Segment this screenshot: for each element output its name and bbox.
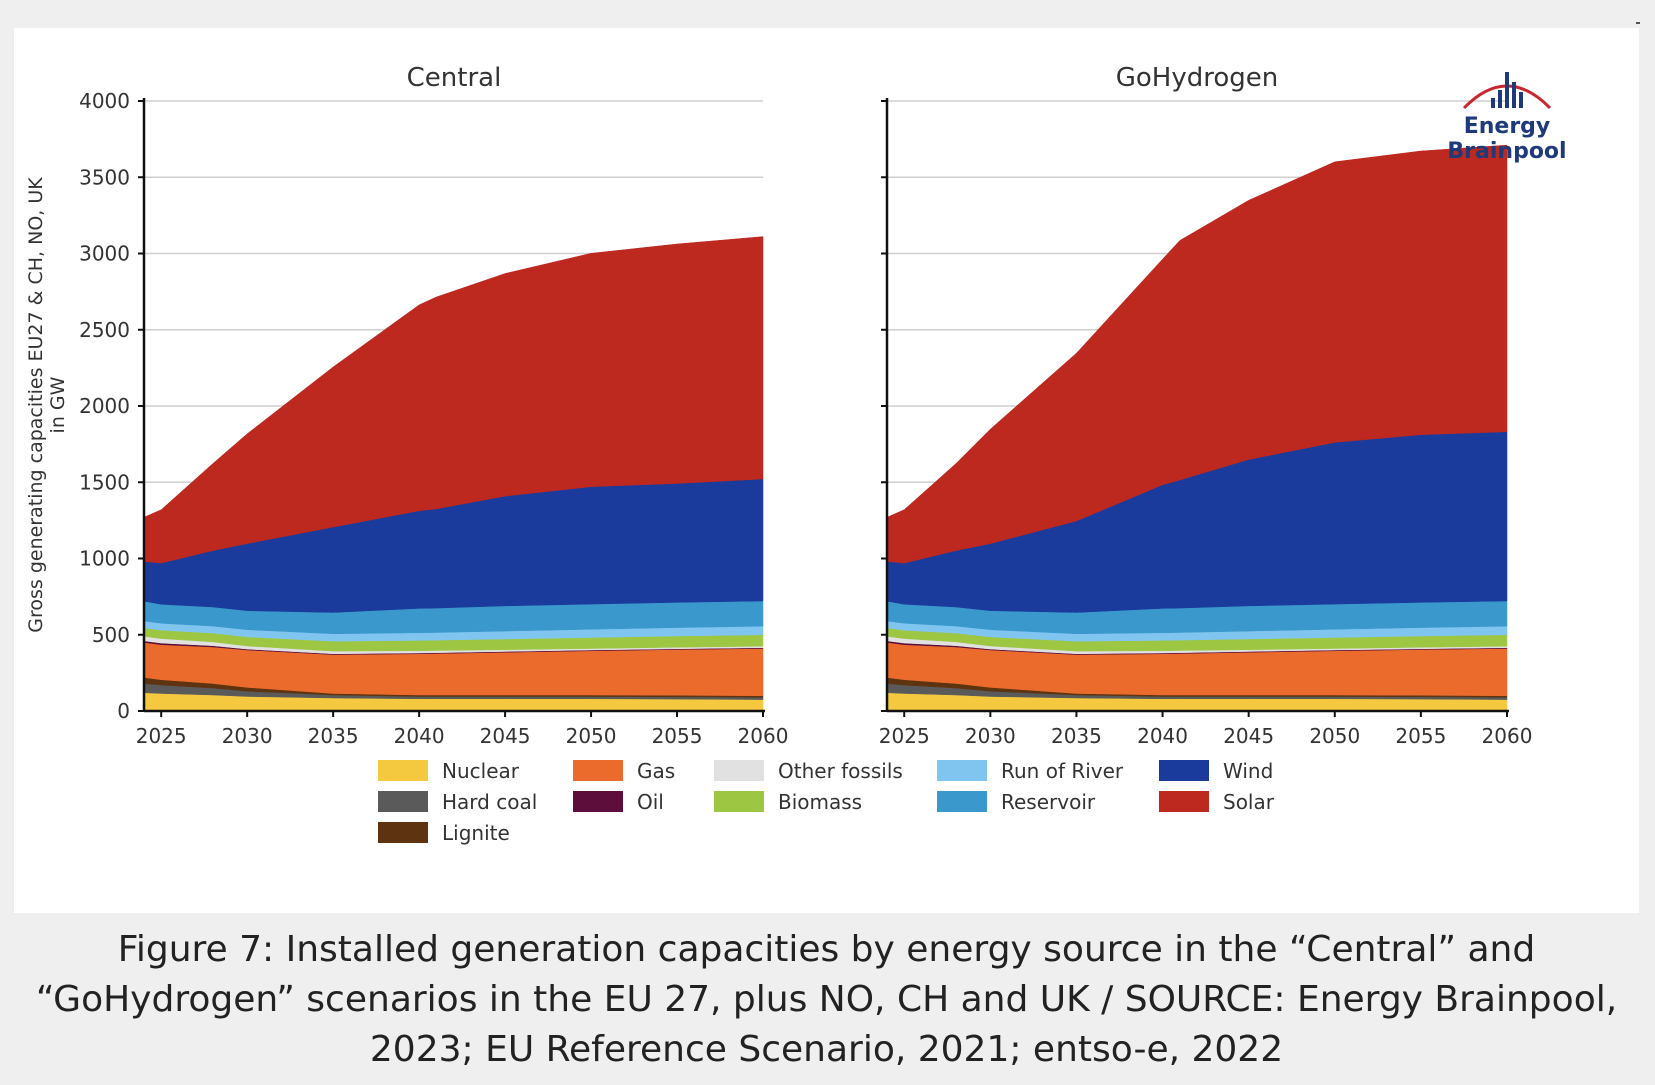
- legend-item-biomass: Biomass: [714, 790, 862, 814]
- legend-item-reservoir: Reservoir: [937, 790, 1096, 814]
- legend-label-gas: Gas: [637, 759, 675, 783]
- legend-label-hard-coal: Hard coal: [442, 790, 537, 814]
- legend-swatch-reservoir: [937, 791, 987, 812]
- legend-item-run-of-river: Run of River: [937, 759, 1124, 783]
- y-tick-label: 0: [117, 699, 130, 723]
- x-tick-label: 2050: [566, 724, 617, 748]
- figure-panel: 0 500 1000 1500 2000 2500 3000 3500 4000 2025 2030…: [14, 28, 1639, 913]
- x-tick-label: 2050: [1309, 724, 1360, 748]
- x-tick-label: 2060: [1482, 724, 1533, 748]
- y-tick-label: 3000: [79, 242, 130, 266]
- legend-swatch-lignite: [378, 822, 428, 843]
- legend-item-oil: Oil: [573, 790, 664, 814]
- legend-item-nuclear: Nuclear: [378, 759, 520, 783]
- legend-item-solar: Solar: [1159, 790, 1275, 814]
- chart-panel-2: 2025 2030 2035 2040 2045 2050 2055 2060 GoHydrog…: [879, 63, 1533, 748]
- legend-item-hard-coal: Hard coal: [378, 790, 537, 814]
- legend-swatch-gas: [573, 760, 623, 781]
- legend-item-gas: Gas: [573, 759, 675, 783]
- legend-item-wind: Wind: [1159, 759, 1273, 783]
- chart-panel-1: 0 500 1000 1500 2000 2500 3000 3500 4000 2025 2030…: [25, 63, 788, 748]
- legend-label-oil: Oil: [637, 790, 664, 814]
- y-tick-label: 500: [92, 623, 130, 647]
- chart-title: GoHydrogen: [1116, 63, 1279, 93]
- legend-label-nuclear: Nuclear: [442, 759, 520, 783]
- legend-swatch-solar: [1159, 791, 1209, 812]
- y-tick-label: 1000: [79, 547, 130, 571]
- legend-swatch-wind: [1159, 760, 1209, 781]
- legend-label-solar: Solar: [1223, 790, 1275, 814]
- y-tick-label: 1500: [79, 470, 130, 494]
- legend-swatch-nuclear: [378, 760, 428, 781]
- corner-mark: [1636, 22, 1640, 24]
- y-axis-label: Gross generating capacities EU27 & CH, N…: [25, 177, 69, 633]
- legend-swatch-oil: [573, 791, 623, 812]
- legend-label-run-of-river: Run of River: [1001, 759, 1124, 783]
- energy-brainpool-logo: Energy Brainpool: [1402, 68, 1612, 164]
- legend-label-wind: Wind: [1223, 759, 1273, 783]
- x-tick-label: 2060: [738, 724, 789, 748]
- legend-label-biomass: Biomass: [778, 790, 862, 814]
- y-tick-label: 2500: [79, 318, 130, 342]
- x-tick-label: 2035: [308, 724, 359, 748]
- legend: Nuclear Hard coal Lignite Gas Oil Other fossi…: [378, 759, 1275, 845]
- x-tick-label: 2045: [1223, 724, 1274, 748]
- x-tick-label: 2035: [1051, 724, 1102, 748]
- chart-svg: 0 500 1000 1500 2000 2500 3000 3500 4000 2025 2030…: [25, 63, 1533, 845]
- legend-swatch-biomass: [714, 791, 764, 812]
- chart-title: Central: [407, 63, 502, 93]
- logo-text: Energy Brainpool: [1447, 114, 1567, 164]
- x-tick-label: 2025: [879, 724, 930, 748]
- legend-swatch-run-of-river: [937, 760, 987, 781]
- x-tick-label: 2025: [136, 724, 187, 748]
- legend-item-other-fossils: Other fossils: [714, 759, 903, 783]
- legend-label-reservoir: Reservoir: [1001, 790, 1096, 814]
- legend-label-other-fossils: Other fossils: [778, 759, 903, 783]
- legend-swatch-other-fossils: [714, 760, 764, 781]
- x-tick-label: 2040: [1137, 724, 1188, 748]
- area-solar: [886, 144, 1508, 564]
- x-tick-label: 2030: [222, 724, 273, 748]
- legend-swatch-hard-coal: [378, 791, 428, 812]
- y-tick-label: 2000: [79, 394, 130, 418]
- y-tick-label: 4000: [79, 89, 130, 113]
- x-tick-label: 2030: [965, 724, 1016, 748]
- x-tick-label: 2055: [1395, 724, 1446, 748]
- x-tick-label: 2040: [394, 724, 445, 748]
- legend-item-lignite: Lignite: [378, 821, 510, 845]
- x-tick-label: 2055: [652, 724, 703, 748]
- figure-caption: Figure 7: Installed generation capacitie…: [35, 929, 1618, 1070]
- y-tick-label: 3500: [79, 165, 130, 189]
- legend-label-lignite: Lignite: [442, 821, 510, 845]
- logo-mark-icon: [1462, 72, 1552, 110]
- x-tick-label: 2045: [480, 724, 531, 748]
- area-solar: [143, 236, 764, 564]
